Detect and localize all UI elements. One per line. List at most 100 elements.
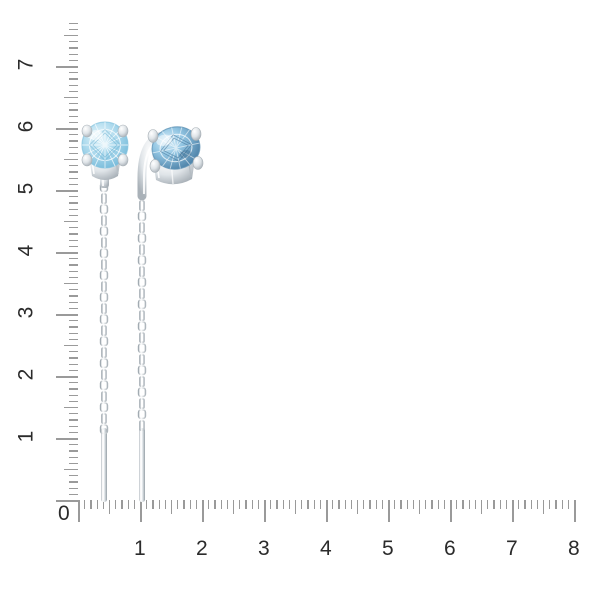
h-tick-7.5 (543, 500, 545, 514)
threader-bar-right (139, 428, 145, 502)
h-tick-2.9 (257, 500, 259, 509)
chain-link (99, 292, 109, 303)
v-tick-0.4 (69, 475, 78, 477)
h-tick-0.8 (127, 500, 129, 509)
h-tick-3.3 (282, 500, 284, 509)
h-tick-1.1 (146, 500, 148, 509)
chain-link (137, 299, 147, 310)
chain-link (139, 332, 145, 343)
v-tick-0.2 (69, 487, 78, 489)
v-tick-1.9 (69, 382, 78, 384)
v-tick-4.8 (69, 202, 78, 204)
v-tick-0.1 (69, 493, 78, 495)
v-tick-2.0 (56, 376, 78, 378)
v-tick-4.5 (64, 221, 78, 223)
v-tick-1.3 (69, 419, 78, 421)
h-tick-7.3 (530, 500, 532, 509)
chain-link (99, 402, 109, 413)
h-tick-5.8 (437, 500, 439, 509)
chain-link (101, 281, 107, 292)
chain-link (101, 303, 107, 314)
h-axis-label-6: 6 (444, 537, 456, 560)
h-tick-7.7 (555, 500, 557, 509)
chain-link (139, 376, 145, 387)
chain-link (137, 387, 147, 398)
v-tick-7.2 (69, 53, 78, 55)
v-tick-4.4 (69, 227, 78, 229)
v-tick-6.4 (69, 103, 78, 105)
chain-link (101, 193, 107, 204)
v-tick-6.8 (69, 78, 78, 80)
v-tick-6.9 (69, 72, 78, 74)
chain-link (99, 248, 109, 259)
h-tick-5.3 (406, 500, 408, 509)
chain-link (137, 277, 147, 288)
chain-link (139, 398, 145, 409)
h-tick-7.6 (549, 500, 551, 509)
h-tick-3.8 (313, 500, 315, 509)
h-tick-6.6 (487, 500, 489, 509)
h-tick-1.6 (177, 500, 179, 509)
h-axis-label-7: 7 (506, 537, 518, 560)
h-tick-0.1 (84, 500, 86, 509)
h-tick-4.5 (357, 500, 359, 514)
chain-right (137, 189, 147, 431)
chain-link (137, 211, 147, 222)
h-tick-1.3 (158, 500, 160, 509)
v-tick-1.8 (69, 388, 78, 390)
h-tick-6.4 (474, 500, 476, 509)
v-tick-6.1 (69, 121, 78, 123)
h-tick-4.4 (350, 500, 352, 509)
h-tick-4.0 (326, 500, 328, 522)
chain-link (101, 369, 107, 380)
v-tick-2.2 (69, 363, 78, 365)
chain-link (99, 270, 109, 281)
v-tick-4.2 (69, 239, 78, 241)
h-tick-4.2 (338, 500, 340, 509)
h-tick-5.7 (431, 500, 433, 509)
v-tick-5.3 (69, 171, 78, 173)
v-tick-5.7 (69, 146, 78, 148)
v-tick-5.8 (69, 140, 78, 142)
prongs-left (81, 124, 129, 167)
v-tick-4.6 (69, 214, 78, 216)
h-tick-3.0 (264, 500, 266, 522)
v-tick-4.1 (69, 245, 78, 247)
v-tick-1.1 (69, 431, 78, 433)
h-tick-5.2 (400, 500, 402, 509)
h-tick-4.8 (375, 500, 377, 509)
v-tick-0.9 (69, 444, 78, 446)
chain-link (139, 288, 145, 299)
v-tick-2.6 (69, 338, 78, 340)
h-tick-6.3 (468, 500, 470, 509)
v-tick-4.7 (69, 208, 78, 210)
h-axis-label-1: 1 (134, 537, 146, 560)
h-tick-4.1 (332, 500, 334, 509)
v-tick-0.0 (56, 500, 78, 502)
chain-link (101, 259, 107, 270)
chain-link (101, 215, 107, 226)
earring-left (81, 121, 129, 502)
h-tick-2.2 (214, 500, 216, 509)
h-tick-2.5 (233, 500, 235, 514)
v-tick-3.6 (69, 276, 78, 278)
threader-bar-left (101, 428, 107, 502)
chain-link (139, 420, 145, 431)
h-tick-0.3 (96, 500, 98, 509)
v-tick-3.1 (69, 307, 78, 309)
v-tick-4.9 (69, 196, 78, 198)
earring-right (137, 126, 204, 502)
v-tick-5.5 (64, 159, 78, 161)
v-tick-0.6 (69, 462, 78, 464)
v-tick-7.0 (56, 66, 78, 68)
v-tick-6.6 (69, 90, 78, 92)
v-tick-3.0 (56, 314, 78, 316)
h-tick-2.4 (226, 500, 228, 509)
v-tick-5.0 (56, 190, 78, 192)
chain-link (139, 200, 145, 211)
h-tick-0.5 (109, 500, 111, 514)
h-tick-0.0 (78, 500, 80, 522)
h-tick-3.9 (319, 500, 321, 509)
